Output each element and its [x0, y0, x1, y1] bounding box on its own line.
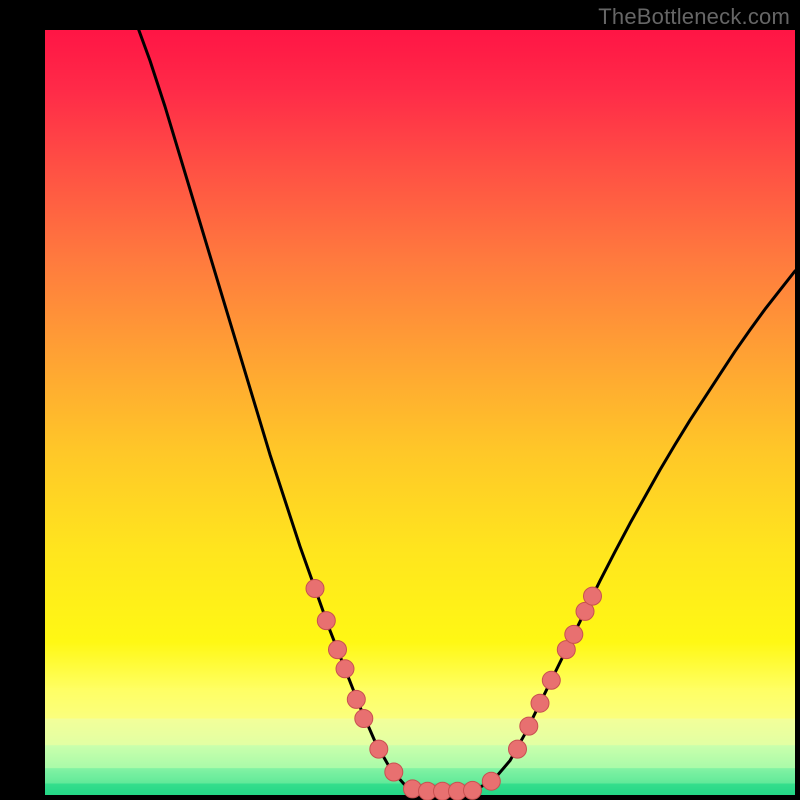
gradient-band [45, 688, 795, 719]
data-marker [584, 587, 602, 605]
chart-stage: TheBottleneck.com [0, 0, 800, 800]
data-marker [531, 694, 549, 712]
data-marker [329, 641, 347, 659]
bottleneck-chart [0, 0, 800, 800]
data-marker [355, 710, 373, 728]
data-marker [306, 580, 324, 598]
data-marker [317, 612, 335, 630]
data-marker [464, 781, 482, 799]
data-marker [370, 740, 388, 758]
watermark-text: TheBottleneck.com [598, 4, 790, 30]
data-marker [336, 660, 354, 678]
data-marker [509, 740, 527, 758]
data-marker [347, 690, 365, 708]
gradient-band [45, 719, 795, 746]
data-marker [565, 625, 583, 643]
gradient-band [45, 745, 795, 768]
chart-background [45, 30, 795, 795]
data-marker [520, 717, 538, 735]
data-marker [482, 772, 500, 790]
data-marker [542, 671, 560, 689]
gradient-band [45, 768, 795, 783]
data-marker [385, 763, 403, 781]
